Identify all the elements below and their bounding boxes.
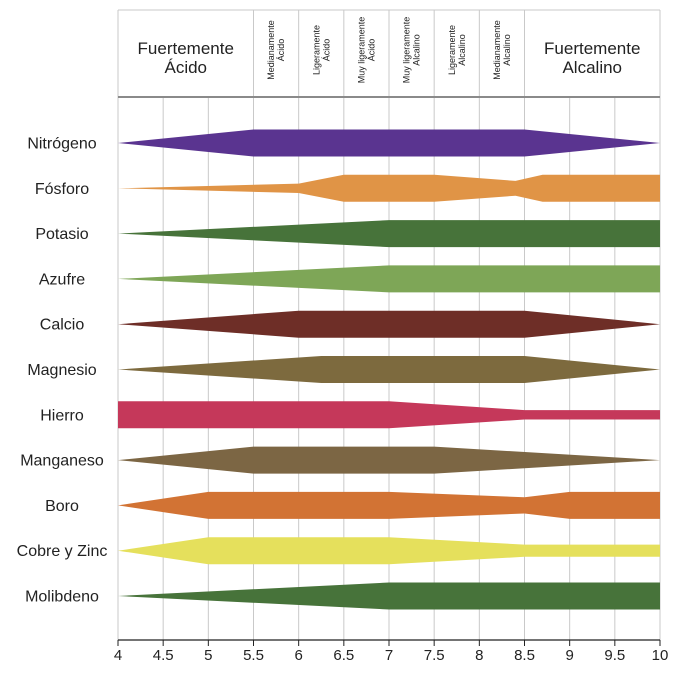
nutrient-band (118, 401, 660, 429)
nutrient-label: Manganeso (20, 453, 104, 470)
header-zone-label: Medianamente Alcalino (492, 20, 512, 80)
nutrient-band (118, 310, 660, 338)
header-zone-text: Ácido (366, 39, 376, 62)
nutrient-labels: Nitrógeno Fósforo Potasio Azufre Calcio Magne… (17, 136, 108, 606)
nutrient-label: Nitrógeno (27, 136, 96, 153)
nutrient-band (118, 129, 660, 157)
nutrient-label: Molibdeno (25, 589, 99, 606)
nutrient-label: Potasio (35, 226, 88, 243)
x-tick-label: 9.5 (604, 647, 625, 664)
x-tick-label: 8.5 (514, 647, 535, 664)
header-zone-text: Ácido (276, 39, 286, 62)
header-zone-text: Medianamente (266, 20, 276, 80)
nutrient-band (118, 174, 660, 202)
header-zone-label: Ligeramente Ácido (311, 25, 331, 75)
header-zone-label: Muy ligeramente Ácido (356, 17, 376, 84)
header-zone-label: Medianamente Ácido (266, 20, 286, 80)
header-zone-text: Medianamente (492, 20, 502, 80)
nutrient-band (118, 491, 660, 519)
header-zone-text: Muy ligeramente (402, 17, 412, 84)
header-zone-text: Ácido (321, 39, 331, 62)
nutrient-label: Magnesio (27, 362, 96, 379)
header-zone-label: Alcalino (562, 58, 622, 77)
nutrient-label: Cobre y Zinc (17, 543, 108, 560)
nutrient-label: Calcio (40, 317, 85, 334)
header-zone-text: Muy ligeramente (356, 17, 366, 84)
x-tick-label: 10 (652, 647, 669, 664)
header-zone-label: Ácido (164, 58, 207, 77)
nutrient-band (118, 446, 660, 474)
nutrient-band (118, 356, 660, 383)
x-tick-label: 4.5 (153, 647, 174, 664)
header-zone-label: Fuertemente (544, 39, 640, 58)
x-axis: 4 4.5 5 5.5 6 6.5 7 7.5 8 8.5 9 9.5 10 (114, 639, 669, 664)
nutrient-label: Boro (45, 498, 79, 515)
x-tick-label: 7 (385, 647, 393, 664)
header-zone-text: Alcalino (457, 34, 467, 66)
nutrient-bands (118, 129, 660, 610)
header-zone-label: Fuertemente (138, 39, 234, 58)
nutrient-band (118, 220, 660, 248)
nutrient-label: Fósforo (35, 181, 89, 198)
x-tick-label: 6.5 (333, 647, 354, 664)
nutrient-band (118, 537, 660, 565)
header-zone-label: Ligeramente Alcalino (447, 25, 467, 75)
header-zone-text: Alcalino (502, 34, 512, 66)
header-zone-text: Ligeramente (311, 25, 321, 75)
header-zone-text: Alcalino (412, 34, 422, 66)
nutrient-label: Azufre (39, 271, 85, 288)
x-tick-label: 7.5 (424, 647, 445, 664)
x-tick-label: 8 (475, 647, 483, 664)
nutrient-band (118, 582, 660, 610)
nutrient-band (118, 265, 660, 293)
x-tick-label: 5 (204, 647, 212, 664)
nutrient-label: Hierro (40, 407, 84, 424)
x-tick-label: 5.5 (243, 647, 264, 664)
x-tick-label: 6 (294, 647, 302, 664)
x-tick-label: 9 (565, 647, 573, 664)
header-zone-label: Muy ligeramente Alcalino (402, 17, 422, 84)
header-zone-text: Ligeramente (447, 25, 457, 75)
x-tick-label: 4 (114, 647, 122, 664)
